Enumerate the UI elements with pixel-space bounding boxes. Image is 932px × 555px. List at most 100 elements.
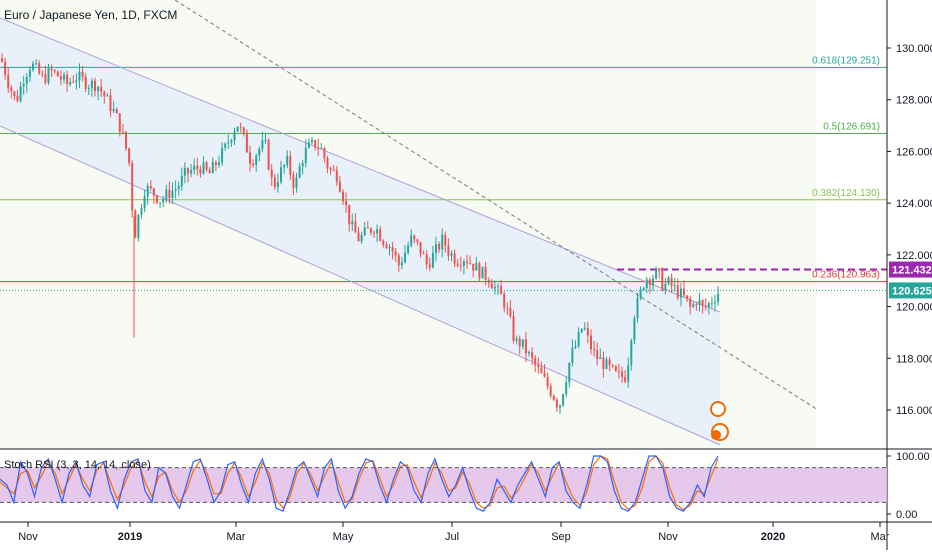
candle-body — [106, 95, 109, 97]
candle-body — [326, 158, 329, 169]
candles — [1, 53, 720, 414]
last-price-badge — [889, 282, 932, 299]
candle-body — [388, 246, 391, 249]
candle-body — [72, 81, 75, 83]
candle-body — [534, 357, 537, 365]
price-axis[interactable]: 130.000 128.000 126.000 124.000 122.000 120.0… — [887, 43, 932, 417]
candle-body — [100, 86, 103, 92]
candle-body — [633, 318, 636, 341]
candle-body — [338, 181, 341, 192]
candle-body — [230, 140, 233, 143]
dashed-trend-line[interactable] — [174, 0, 819, 411]
candle-body — [630, 340, 633, 366]
candle-body — [25, 77, 28, 85]
candle-body — [648, 279, 651, 286]
chart-title: Euro / Japanese Yen, 1D, FXCM — [4, 8, 178, 22]
candle-body — [642, 287, 645, 290]
candle-body — [683, 288, 685, 296]
candle-body — [667, 277, 670, 284]
candle-body — [568, 362, 571, 383]
candle-body — [552, 395, 555, 400]
candle-body — [441, 234, 444, 250]
fib-level-label: 0.382(124.130) — [812, 188, 880, 199]
candle-body — [28, 70, 31, 78]
candle-body — [565, 382, 568, 395]
candle-body — [555, 399, 558, 408]
candle-body — [32, 63, 34, 71]
candle-body — [69, 81, 72, 85]
price-tick-label: 118.000 — [896, 353, 932, 365]
fib-level-label: 0.618(129.251) — [812, 55, 880, 66]
candle-body — [218, 162, 220, 166]
candle-body — [134, 210, 137, 238]
price-tick-label: 130.000 — [896, 43, 932, 55]
candle-body — [571, 347, 574, 363]
candle-body — [298, 166, 301, 178]
stoch-tick-label: 0.00 — [896, 509, 917, 521]
candle-body — [171, 190, 174, 198]
candle-body — [599, 357, 602, 360]
channel-lower-line[interactable] — [0, 125, 721, 446]
candle-body — [329, 168, 332, 170]
event-markers[interactable] — [710, 401, 729, 441]
event-marker-icon[interactable] — [710, 401, 726, 417]
candle-body — [143, 196, 146, 209]
candle-body — [87, 88, 90, 90]
fib-level-label: 0.5(126.691) — [823, 122, 880, 133]
candle-body — [19, 86, 22, 102]
time-axis[interactable]: Nov 2019 Mar May Jul Sep Nov 2020 Mar — [18, 522, 890, 543]
candle-body — [187, 167, 189, 174]
candle-body — [692, 304, 695, 307]
candle-body — [301, 163, 304, 167]
candle-body — [478, 263, 481, 279]
candle-body — [639, 289, 642, 298]
candle-body — [304, 147, 307, 164]
candle-body — [438, 244, 441, 250]
fib-levels: 0.618(129.251) 0.5(126.691) 0.382(124.130)… — [0, 55, 887, 283]
candle-body — [500, 285, 503, 295]
candle-body — [475, 263, 478, 271]
candle-body — [165, 189, 168, 200]
candle-body — [602, 357, 605, 369]
candle-body — [689, 298, 692, 307]
candle-body — [425, 254, 428, 265]
time-tick-label: Mar — [227, 531, 246, 543]
candle-body — [652, 278, 654, 286]
candle-body — [264, 140, 267, 142]
event-marker-icon[interactable] — [711, 430, 721, 440]
candle-body — [121, 131, 124, 133]
candle-body — [717, 293, 720, 302]
candle-body — [125, 131, 127, 149]
price-tick-label: 124.000 — [896, 198, 932, 210]
candle-body — [453, 253, 456, 264]
candle-body — [66, 74, 69, 85]
candle-body — [456, 263, 459, 266]
candle-body — [227, 142, 230, 144]
channel-upper-line[interactable] — [0, 17, 721, 313]
stoch-d-line — [0, 455, 719, 511]
candle-body — [16, 95, 19, 102]
candle-body — [162, 199, 165, 203]
candle-body — [292, 174, 295, 188]
candle-body — [580, 328, 583, 333]
candle-body — [586, 328, 589, 336]
price-tick-label: 116.000 — [896, 405, 932, 417]
candle-body — [549, 386, 552, 396]
resistance-badge-text: 121.432 — [892, 265, 932, 277]
candle-body — [286, 155, 289, 166]
candle-body — [664, 283, 667, 291]
candle-body — [444, 234, 447, 246]
candle-body — [577, 332, 580, 346]
candle-body — [109, 95, 112, 111]
candle-body — [38, 63, 41, 74]
candle-body — [168, 189, 171, 198]
candle-body — [261, 140, 264, 149]
candle-body — [35, 63, 38, 65]
candle-body — [332, 169, 335, 171]
candle-body — [487, 279, 490, 284]
candle-body — [369, 228, 372, 233]
candle-body — [528, 351, 530, 354]
candle-body — [295, 177, 298, 188]
candle-body — [459, 265, 462, 267]
